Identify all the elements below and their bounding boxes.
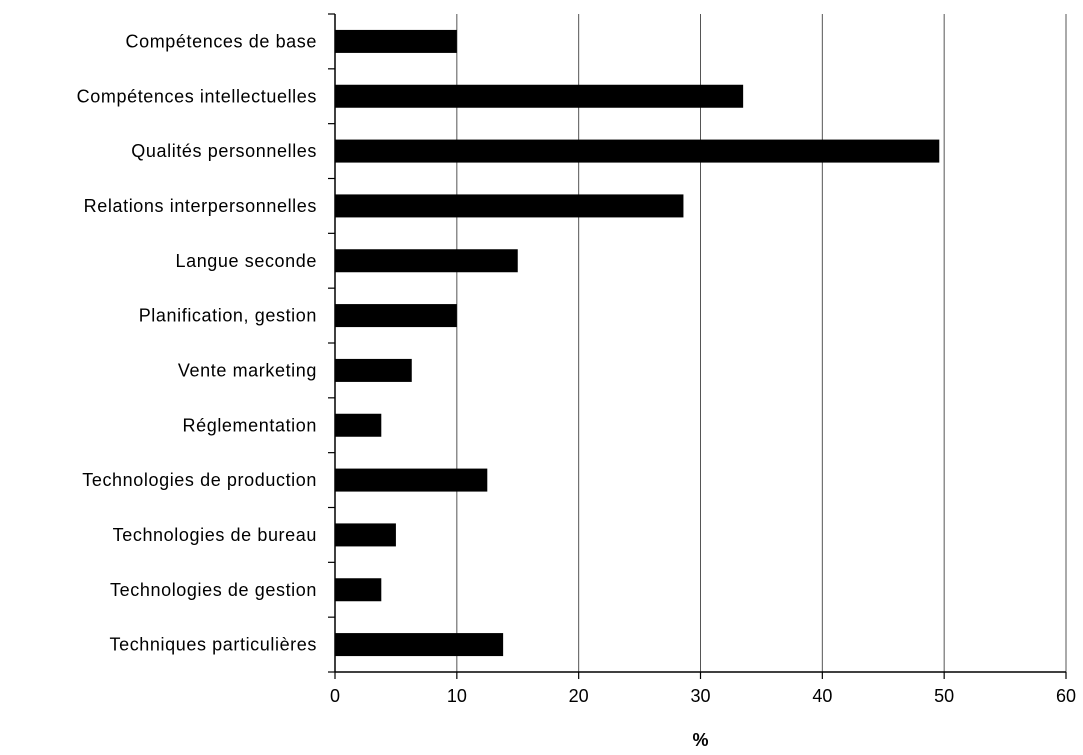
axes <box>328 13 1067 679</box>
x-tick-label-0: 0 <box>330 686 340 706</box>
category-label-7: Réglementation <box>183 415 317 435</box>
bar-7 <box>335 413 382 437</box>
bar-9 <box>335 523 396 547</box>
category-label-9: Technologies de bureau <box>113 525 317 545</box>
bar-8 <box>335 468 488 492</box>
x-axis-title: % <box>692 730 708 750</box>
category-label-0: Compétences de base <box>125 31 317 51</box>
gridlines <box>456 14 1067 672</box>
category-label-4: Langue seconde <box>175 251 317 271</box>
x-tick-label-50: 50 <box>934 686 954 706</box>
category-label-6: Vente marketing <box>178 360 317 380</box>
x-tick-label-20: 20 <box>569 686 589 706</box>
bar-4 <box>335 249 518 273</box>
x-tick-label-40: 40 <box>812 686 832 706</box>
bar-2 <box>335 139 940 163</box>
category-label-3: Relations interpersonnelles <box>84 196 317 216</box>
bar-1 <box>335 84 744 108</box>
category-label-2: Qualités personnelles <box>131 141 317 161</box>
x-tick-labels: 0 10 20 30 40 50 60 <box>330 686 1076 706</box>
category-label-10: Technologies de gestion <box>110 580 317 600</box>
bars <box>335 29 940 657</box>
category-label-8: Technologies de production <box>82 470 317 490</box>
bar-6 <box>335 358 412 382</box>
category-label-1: Compétences intellectuelles <box>77 86 317 106</box>
bar-3 <box>335 194 684 218</box>
x-tick-label-60: 60 <box>1056 686 1076 706</box>
bar-11 <box>335 633 504 657</box>
category-labels: Compétences de base Compétences intellect… <box>77 31 317 654</box>
bar-5 <box>335 304 457 328</box>
bar-10 <box>335 578 382 602</box>
x-tick-label-30: 30 <box>690 686 710 706</box>
bar-0 <box>335 29 457 53</box>
category-label-11: Techniques particulières <box>109 635 317 655</box>
category-label-5: Planification, gestion <box>139 306 317 326</box>
x-tick-label-10: 10 <box>447 686 467 706</box>
